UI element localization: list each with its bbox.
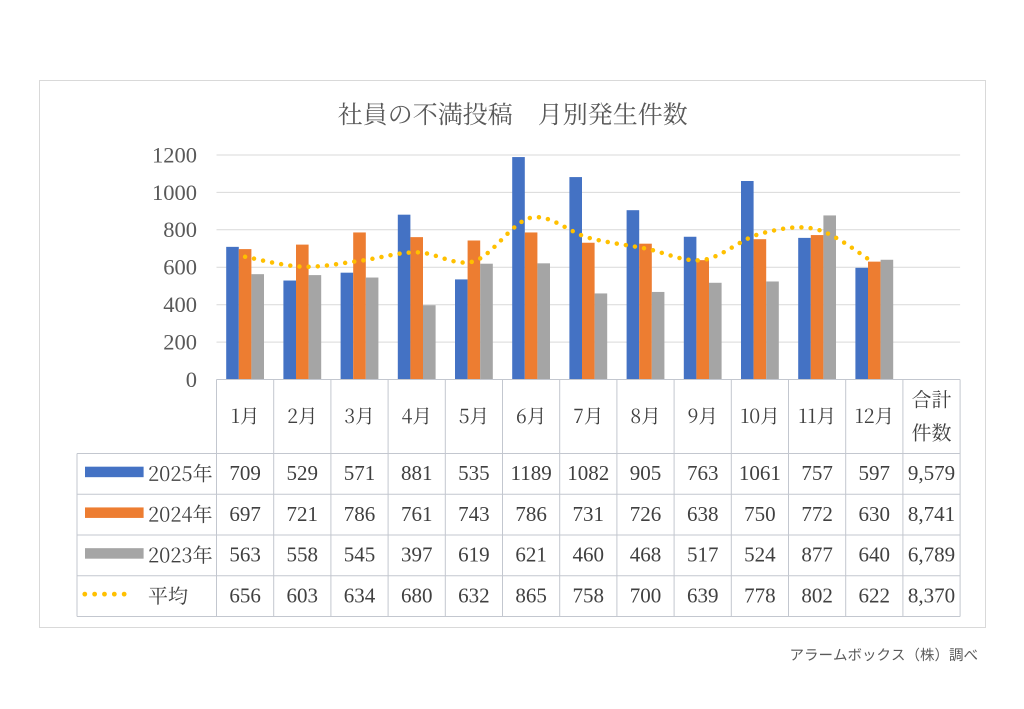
svg-text:700: 700 (630, 583, 662, 607)
svg-text:524: 524 (744, 543, 776, 567)
svg-text:743: 743 (458, 502, 490, 526)
svg-text:0: 0 (186, 367, 197, 392)
svg-text:639: 639 (687, 583, 719, 607)
svg-text:621: 621 (515, 543, 547, 567)
svg-text:517: 517 (687, 543, 719, 567)
svg-text:622: 622 (859, 583, 891, 607)
svg-text:786: 786 (344, 502, 376, 526)
svg-text:563: 563 (229, 543, 261, 567)
svg-text:772: 772 (801, 502, 833, 526)
svg-text:571: 571 (344, 461, 376, 485)
svg-text:9,579: 9,579 (908, 461, 955, 485)
svg-text:397: 397 (401, 543, 433, 567)
svg-text:721: 721 (287, 502, 319, 526)
svg-text:758: 758 (573, 583, 605, 607)
svg-text:400: 400 (163, 292, 197, 317)
svg-text:558: 558 (287, 543, 319, 567)
svg-text:1061: 1061 (739, 461, 781, 485)
svg-text:632: 632 (458, 583, 490, 607)
svg-text:460: 460 (573, 543, 605, 567)
svg-text:638: 638 (687, 502, 719, 526)
svg-text:697: 697 (229, 502, 261, 526)
svg-text:800: 800 (163, 217, 197, 242)
svg-text:905: 905 (630, 461, 662, 485)
svg-text:603: 603 (287, 583, 319, 607)
svg-text:778: 778 (744, 583, 776, 607)
svg-text:680: 680 (401, 583, 433, 607)
svg-text:750: 750 (744, 502, 776, 526)
svg-text:1000: 1000 (152, 180, 197, 205)
svg-text:468: 468 (630, 543, 662, 567)
svg-text:1200: 1200 (152, 142, 197, 167)
svg-text:1189: 1189 (510, 461, 551, 485)
svg-text:8,741: 8,741 (908, 502, 955, 526)
svg-text:597: 597 (859, 461, 891, 485)
svg-text:761: 761 (401, 502, 433, 526)
svg-text:709: 709 (229, 461, 261, 485)
svg-text:757: 757 (801, 461, 833, 485)
svg-text:535: 535 (458, 461, 490, 485)
svg-text:545: 545 (344, 543, 376, 567)
svg-text:656: 656 (229, 583, 261, 607)
svg-text:802: 802 (801, 583, 833, 607)
svg-text:640: 640 (859, 543, 891, 567)
svg-text:600: 600 (163, 255, 197, 280)
svg-text:731: 731 (573, 502, 605, 526)
svg-text:6,789: 6,789 (908, 543, 955, 567)
svg-text:763: 763 (687, 461, 719, 485)
svg-text:630: 630 (859, 502, 891, 526)
svg-text:634: 634 (344, 583, 376, 607)
svg-text:619: 619 (458, 543, 490, 567)
svg-text:200: 200 (163, 330, 197, 355)
svg-text:529: 529 (287, 461, 319, 485)
svg-text:1082: 1082 (567, 461, 609, 485)
svg-text:865: 865 (515, 583, 547, 607)
svg-text:786: 786 (515, 502, 547, 526)
svg-text:881: 881 (401, 461, 433, 485)
svg-text:8,370: 8,370 (908, 583, 955, 607)
svg-text:877: 877 (801, 543, 833, 567)
svg-text:726: 726 (630, 502, 662, 526)
